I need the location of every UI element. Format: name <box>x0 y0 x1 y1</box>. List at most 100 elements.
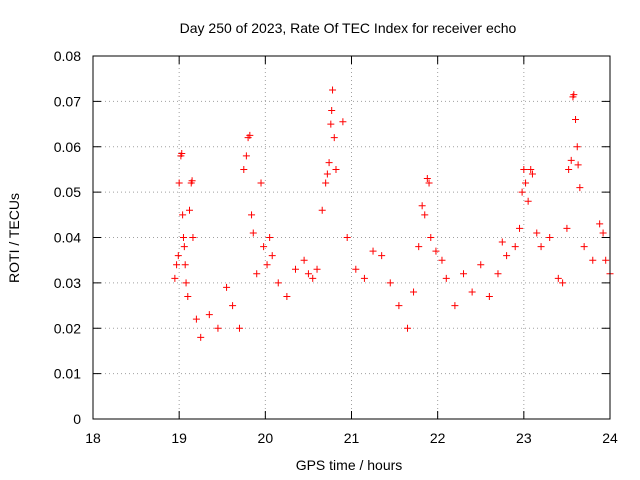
data-point <box>352 265 360 273</box>
data-point <box>327 120 335 128</box>
data-point <box>520 165 528 173</box>
x-tick-label: 19 <box>171 430 187 446</box>
data-point <box>442 274 450 282</box>
data-points <box>171 86 614 341</box>
data-point <box>184 292 192 300</box>
data-point <box>266 234 274 241</box>
data-point <box>599 229 607 237</box>
grid <box>93 56 610 419</box>
data-point <box>485 292 493 300</box>
data-point <box>565 165 573 173</box>
data-point <box>522 179 530 187</box>
data-point <box>249 229 257 237</box>
data-point <box>325 159 333 167</box>
data-point <box>248 211 256 219</box>
data-point <box>173 261 181 269</box>
data-point <box>563 224 571 232</box>
data-point <box>260 243 268 251</box>
data-point <box>574 161 582 169</box>
data-point <box>438 256 446 264</box>
data-point <box>418 202 426 210</box>
data-point <box>421 211 429 219</box>
data-point <box>175 179 183 187</box>
data-point <box>511 243 519 251</box>
data-point <box>240 165 248 173</box>
x-tick-label: 18 <box>85 430 101 446</box>
x-tick-label: 23 <box>516 430 532 446</box>
data-point <box>570 91 578 99</box>
data-point <box>527 165 535 173</box>
data-point <box>192 315 200 323</box>
data-point <box>415 243 423 251</box>
data-point <box>253 270 261 278</box>
data-point <box>330 134 338 142</box>
data-point <box>567 156 575 164</box>
data-point <box>181 261 189 269</box>
data-point <box>572 116 580 124</box>
data-point <box>246 131 254 139</box>
y-tick-label: 0.08 <box>54 48 81 64</box>
data-point <box>179 234 187 241</box>
data-point <box>468 288 476 296</box>
data-point <box>274 279 282 287</box>
data-point <box>516 224 524 232</box>
data-point <box>214 324 222 332</box>
data-point <box>423 175 431 183</box>
data-point <box>197 333 205 341</box>
data-point <box>182 279 190 287</box>
data-point <box>188 177 196 185</box>
data-point <box>427 234 435 241</box>
data-point <box>186 206 194 214</box>
data-point <box>205 311 213 319</box>
data-point <box>378 252 386 260</box>
y-axis: 0 0.01 0.02 0.03 0.04 0.05 0.06 0.07 0.08 <box>54 48 610 427</box>
data-point <box>178 150 186 158</box>
data-point <box>360 274 368 282</box>
data-point <box>554 274 562 282</box>
data-point <box>460 270 468 278</box>
data-point <box>343 234 351 241</box>
y-tick-label: 0.07 <box>54 93 81 109</box>
data-point <box>257 179 265 187</box>
x-tick-label: 20 <box>258 430 274 446</box>
data-point <box>174 252 182 260</box>
data-point <box>498 238 506 246</box>
data-point <box>503 252 511 260</box>
data-point <box>528 170 536 178</box>
x-axis: 18 19 20 21 22 23 24 <box>85 56 618 446</box>
data-point <box>309 274 317 282</box>
data-point <box>395 302 403 310</box>
data-point <box>283 292 291 300</box>
y-tick-label: 0.04 <box>54 230 81 246</box>
y-axis-label: ROTI / TECUs <box>6 193 22 283</box>
data-point <box>328 106 336 114</box>
data-point <box>268 252 276 260</box>
x-axis-label: GPS time / hours <box>296 457 403 473</box>
data-point <box>573 143 581 151</box>
y-tick-label: 0.05 <box>54 184 81 200</box>
data-point <box>322 179 330 187</box>
data-point <box>300 256 308 264</box>
y-tick-label: 0.02 <box>54 320 81 336</box>
data-point <box>180 243 188 251</box>
data-point <box>318 206 326 214</box>
data-point <box>432 247 440 255</box>
data-point <box>179 211 187 219</box>
y-tick-label: 0.03 <box>54 275 81 291</box>
data-point <box>329 86 337 94</box>
data-point <box>546 234 554 241</box>
data-point <box>229 302 237 310</box>
data-point <box>596 220 604 228</box>
data-point <box>580 243 588 251</box>
x-tick-label: 22 <box>430 430 446 446</box>
data-point <box>602 256 610 264</box>
data-point <box>494 270 502 278</box>
x-tick-label: 21 <box>344 430 360 446</box>
data-point <box>339 118 347 126</box>
data-point <box>313 265 321 273</box>
data-point <box>451 302 459 310</box>
data-point <box>404 324 412 332</box>
data-point <box>576 184 584 192</box>
data-point <box>223 283 231 291</box>
